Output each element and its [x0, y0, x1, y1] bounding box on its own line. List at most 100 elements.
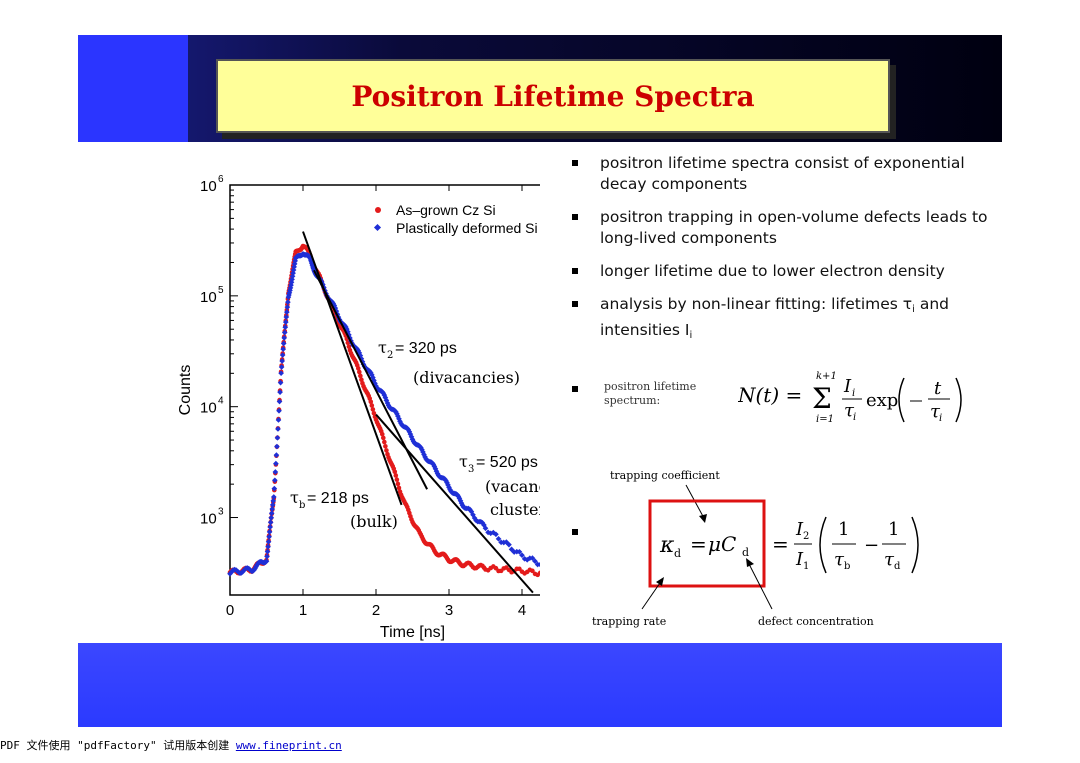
data-point: [396, 485, 402, 491]
data-point: [268, 514, 275, 521]
slide: Positron Lifetime Spectra 0 1 2 3 4 5 Time [ns…: [78, 35, 1002, 727]
trapping-rate-label: trapping rate: [592, 615, 666, 628]
slide-title: Positron Lifetime Spectra: [351, 79, 755, 113]
subscript: i: [912, 304, 915, 315]
fit-line: [302, 231, 403, 506]
y-tick-exponent: 5: [218, 285, 224, 296]
sum-sign: Σ: [812, 382, 832, 415]
right-paren: [955, 377, 962, 423]
data-point: [519, 552, 525, 559]
data-point: [369, 403, 375, 408]
frac-num: I: [843, 376, 852, 397]
right-paren: [911, 516, 919, 574]
arrow-line: [641, 579, 663, 610]
data-point: [384, 448, 389, 453]
data-point: [270, 494, 277, 500]
bullet-marker: [572, 386, 578, 392]
rhs-den-sub: 1: [803, 561, 809, 572]
pdf-watermark-note: PDF 文件使用 "pdfFactory" 试用版本创建 www.finepri…: [0, 737, 342, 753]
y-tick-exponent: 6: [218, 175, 224, 185]
data-point: [281, 329, 288, 336]
exp-function: exp: [866, 390, 898, 411]
data-point: [274, 435, 281, 441]
fit-line: [313, 269, 428, 490]
data-point: [368, 399, 374, 405]
bullet-list: positron lifetime spectra consist of exp…: [568, 153, 1008, 358]
bullet-item: positron lifetime spectra consist of exp…: [568, 153, 1008, 195]
pdf-note-text: PDF 文件使用 "pdfFactory" 试用版本创建: [0, 739, 236, 752]
legend-label: Plastically deformed Si: [396, 220, 538, 236]
rhs-num: I: [795, 519, 804, 540]
x-tick-label: 3: [445, 602, 453, 619]
data-point: [275, 426, 281, 432]
one: 1: [888, 519, 899, 540]
data-point: [516, 548, 523, 555]
title-box: Positron Lifetime Spectra: [216, 59, 890, 133]
x-tick-label: 4: [518, 602, 526, 619]
annotation-value: = 520 ps: [476, 454, 538, 471]
equals: =: [772, 532, 789, 556]
defect-concentration-label: defect concentration: [758, 615, 874, 628]
data-point: [379, 431, 385, 437]
data-point: [273, 460, 279, 467]
lifetime-annotation: τ: [459, 452, 468, 471]
footer-bar: [78, 643, 1002, 727]
data-point: [283, 314, 290, 320]
data-point: [282, 324, 289, 331]
header-accent: [78, 35, 188, 142]
trapping-coefficient-label: trapping coefficient: [610, 469, 720, 482]
spectrum-equation: N(t) = k+1 Σ i=1 I i τ i exp t τ i: [738, 371, 962, 425]
data-point: [269, 502, 276, 508]
left-paren: [898, 377, 905, 423]
annotation-subscript: b: [299, 500, 305, 511]
annotation-subscript: 3: [468, 464, 474, 475]
arrow-head: [746, 558, 754, 567]
data-point: [537, 561, 540, 568]
data-point: [395, 481, 401, 487]
bullet-marker: [572, 529, 578, 535]
legend-marker: [375, 207, 381, 213]
y-tick-label: 10: [200, 289, 217, 306]
data-point: [383, 443, 388, 449]
kappa-sub: d: [674, 547, 681, 560]
pdf-note-link[interactable]: www.fineprint.cn: [235, 739, 342, 752]
data-point: [267, 519, 274, 526]
data-point: [381, 435, 386, 441]
formula-label: positron lifetime spectrum:: [604, 380, 696, 408]
legend-label: As–grown Cz Si: [396, 202, 496, 218]
data-point: [267, 524, 273, 530]
data-point: [493, 531, 499, 538]
frac-num-sub: i: [852, 388, 855, 399]
annotation-detail: (bulk): [350, 512, 398, 531]
data-point: [371, 410, 377, 416]
inner-num: t: [934, 378, 942, 399]
subscript: i: [689, 330, 693, 341]
bullet-text: positron lifetime spectra consist of exp…: [600, 154, 965, 193]
data-point: [265, 543, 271, 550]
data-point: [394, 477, 400, 482]
mu-c-sub: d: [742, 546, 749, 559]
arrow-line: [747, 561, 773, 610]
tau-b: τ: [834, 549, 845, 570]
trapping-formula: trapping coefficient κ d = μC d = I 2 I …: [568, 463, 1008, 633]
data-point: [271, 485, 278, 492]
data-point: [275, 417, 282, 423]
y-axis-label: Counts: [177, 365, 194, 416]
equals: =: [690, 532, 707, 556]
data-point: [506, 541, 512, 548]
annotation-value: = 218 ps: [307, 490, 369, 507]
data-point: [278, 364, 285, 370]
data-point: [272, 469, 279, 475]
x-tick-label: 1: [299, 602, 307, 619]
lifetime-annotation: τ: [290, 488, 299, 507]
data-point: [370, 407, 376, 412]
x-tick-label: 2: [372, 602, 380, 619]
rhs-num-sub: 2: [803, 531, 809, 542]
data-point: [392, 469, 398, 475]
mu-c: μC: [708, 532, 736, 556]
lifetime-spectrum-formula: positron lifetime spectrum: N(t) = k+1 Σ…: [568, 370, 1008, 430]
data-point: [263, 558, 270, 565]
kappa: κ: [659, 533, 675, 558]
equation-lhs: N(t) =: [738, 383, 802, 407]
inner-den: τ: [930, 401, 941, 422]
